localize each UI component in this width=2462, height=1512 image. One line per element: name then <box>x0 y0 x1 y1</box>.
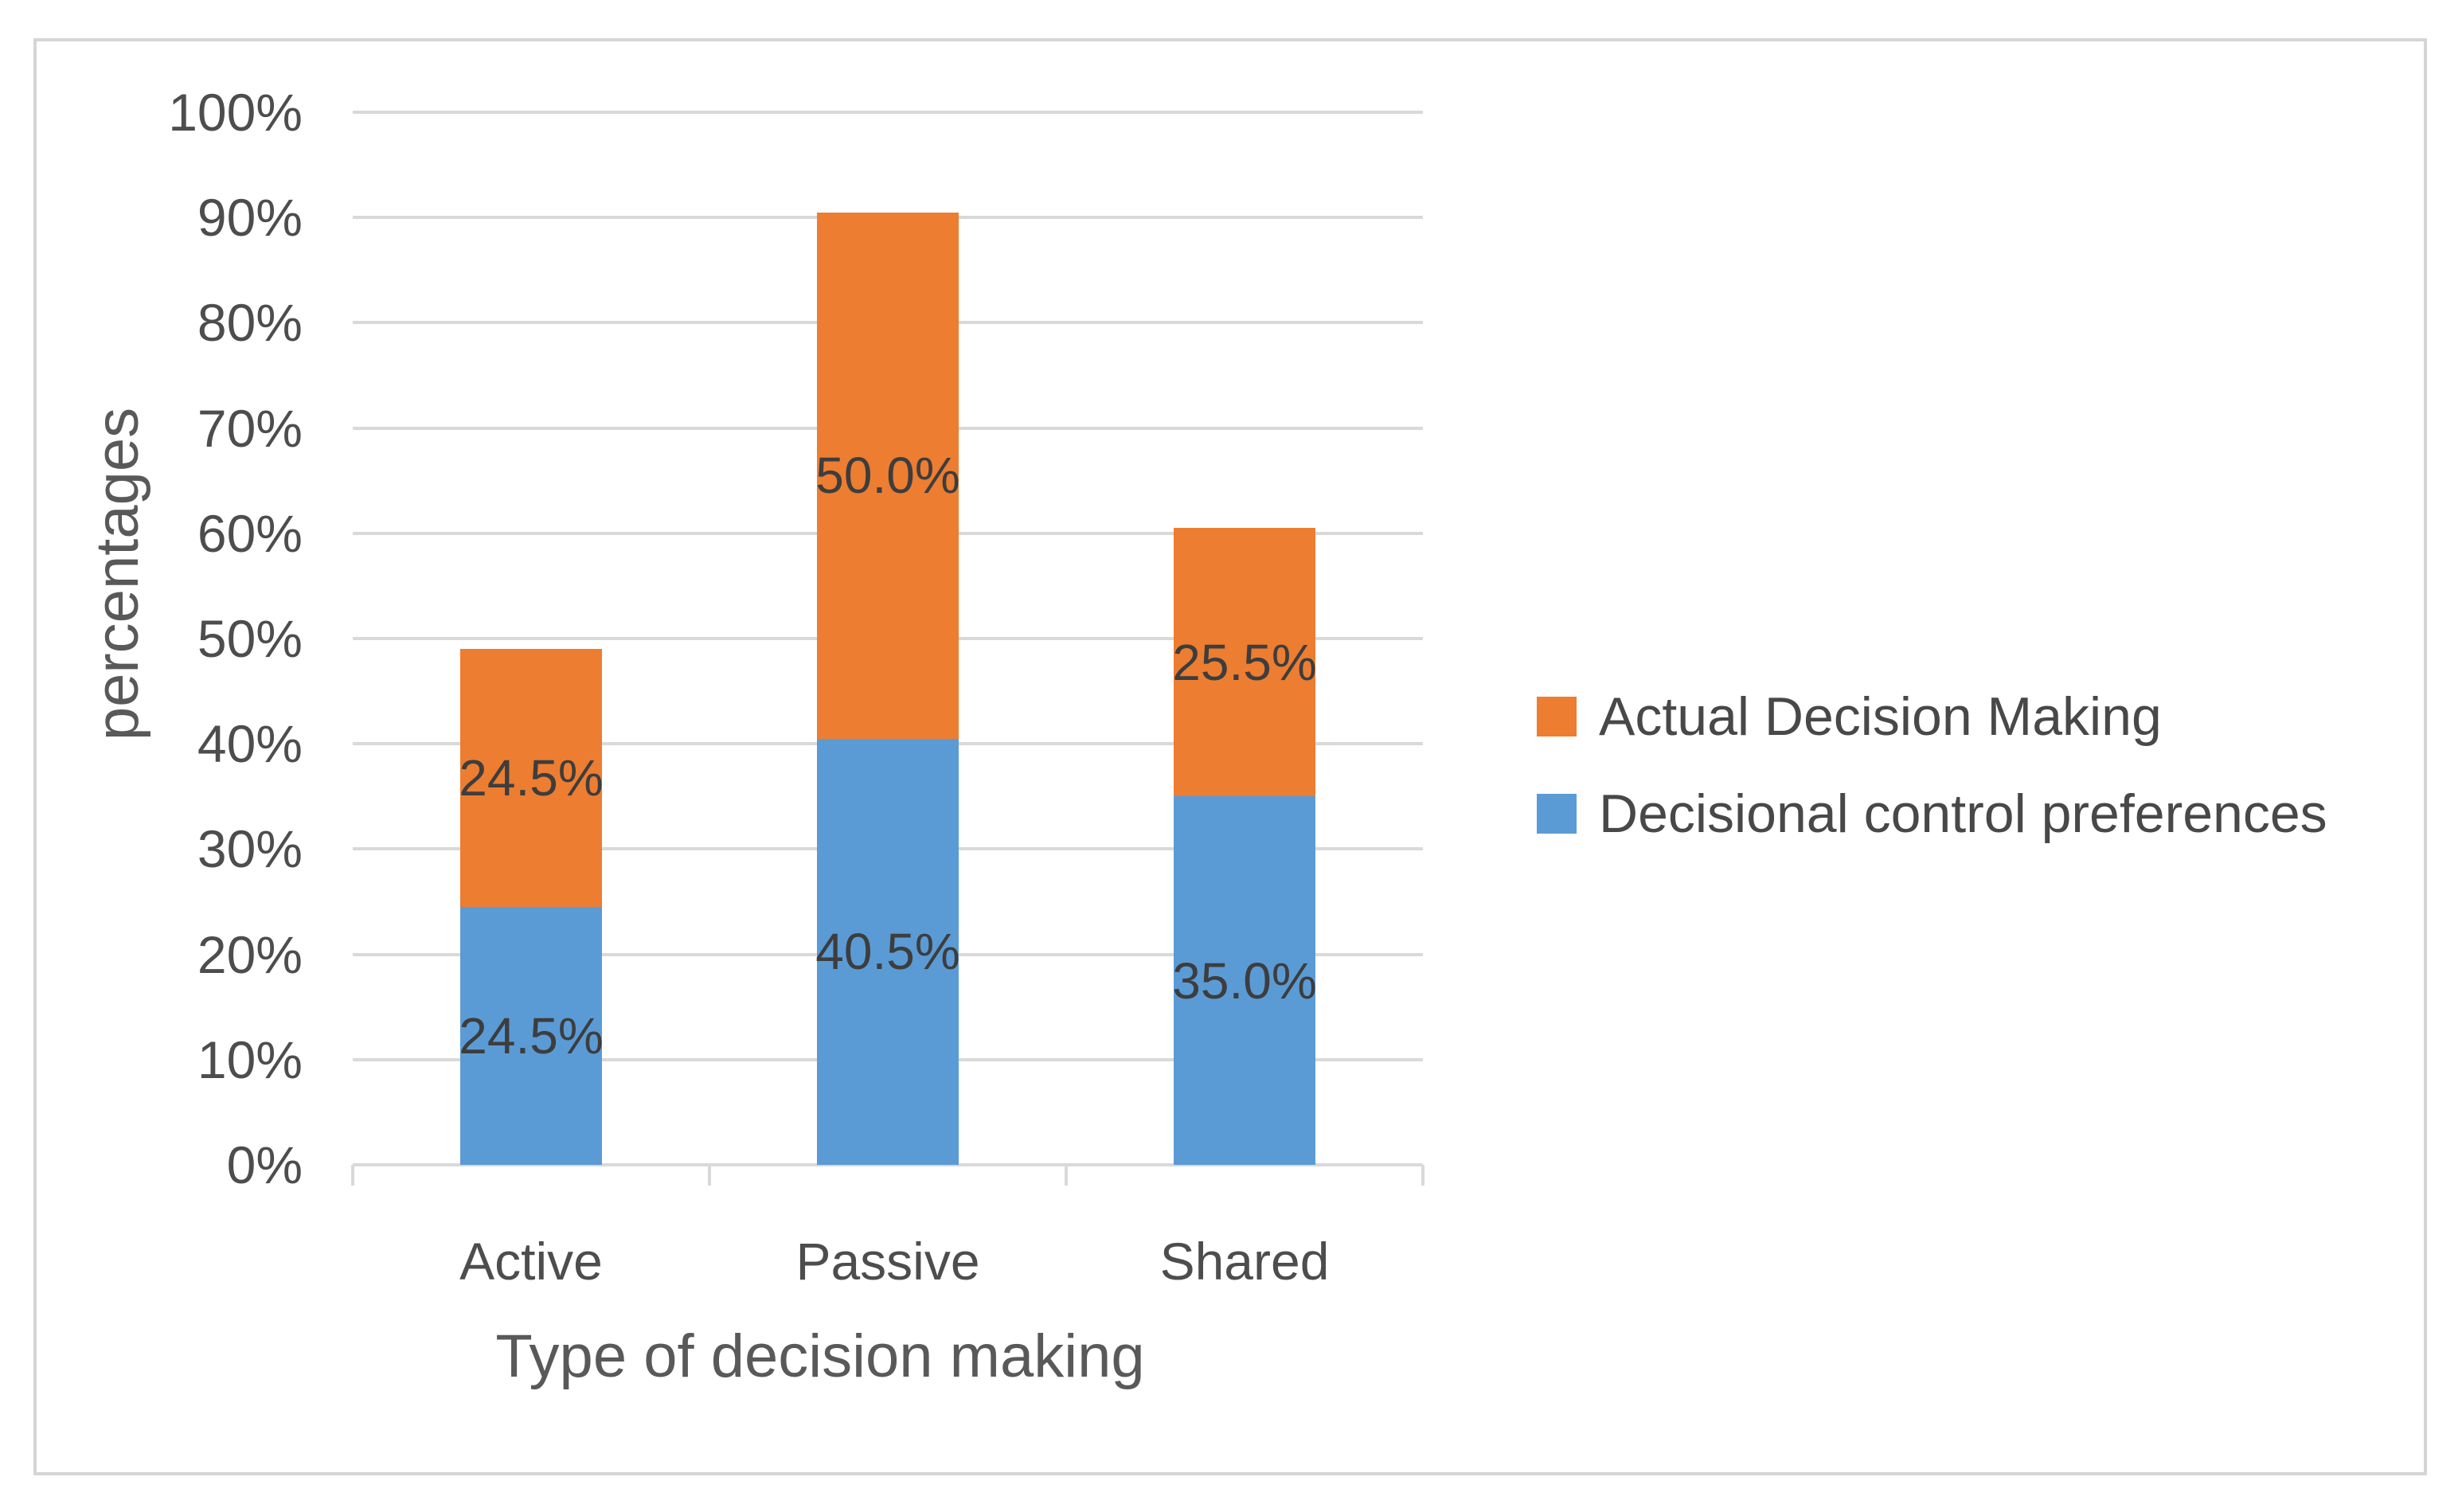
data-label: 35.0% <box>1172 951 1317 1010</box>
data-label: 24.5% <box>459 1007 604 1065</box>
x-axis-tick-label-shared: Shared <box>1159 1232 1330 1291</box>
bar-segment-shared-actual: 25.5% <box>1172 528 1317 797</box>
axis-tick-mark <box>708 1165 711 1186</box>
y-axis-title: percentages <box>83 407 151 741</box>
bar-segment-shared-preferences: 35.0% <box>1172 796 1317 1165</box>
y-axis-tick-label: 70% <box>197 398 303 458</box>
data-label: 50.0% <box>815 447 960 505</box>
y-axis-tick-label: 80% <box>197 293 303 353</box>
legend-item: Actual Decision Making <box>1537 686 2327 747</box>
axis-tick-mark <box>351 1165 354 1186</box>
y-axis-tick-label: 0% <box>226 1135 303 1194</box>
x-axis-line <box>353 1163 1423 1166</box>
y-axis-tick-label: 90% <box>197 188 303 248</box>
bar-segment-active-actual: 24.5% <box>459 649 604 908</box>
x-axis-tick-label-active: Active <box>459 1232 603 1291</box>
bar-segment-active-preferences: 24.5% <box>459 907 604 1165</box>
data-label: 25.5% <box>1172 633 1317 691</box>
x-axis-tick-label-passive: Passive <box>795 1232 980 1291</box>
y-axis-tick-label: 40% <box>197 714 303 774</box>
legend: Actual Decision Making Decisional control… <box>1537 686 2327 889</box>
legend-label: Actual Decision Making <box>1599 686 2162 747</box>
axis-tick-mark <box>1421 1165 1424 1186</box>
chart-border <box>33 38 2427 1475</box>
y-axis-tick-label: 10% <box>197 1029 303 1089</box>
legend-swatch <box>1537 794 1577 834</box>
y-axis-tick-label: 60% <box>197 503 303 563</box>
data-label: 24.5% <box>459 749 604 807</box>
bar-segment-passive-actual: 50.0% <box>815 212 960 739</box>
data-label: 40.5% <box>815 923 960 981</box>
x-axis-title: Type of decision making <box>495 1323 1145 1390</box>
gridline <box>353 111 1423 114</box>
y-axis-tick-label: 20% <box>197 924 303 984</box>
axis-tick-mark <box>1065 1165 1068 1186</box>
plot-area: 24.5% 24.5% 40.5% 50.0% 35.0% 25.5% <box>351 111 1424 1186</box>
legend-swatch <box>1537 697 1577 736</box>
y-axis-tick-label: 100% <box>168 83 303 142</box>
legend-item: Decisional control preferences <box>1537 783 2327 844</box>
y-axis-tick-label: 50% <box>197 609 303 668</box>
bar-segment-passive-preferences: 40.5% <box>815 738 960 1165</box>
y-axis-tick-label: 30% <box>197 819 303 879</box>
legend-label: Decisional control preferences <box>1599 783 2327 844</box>
